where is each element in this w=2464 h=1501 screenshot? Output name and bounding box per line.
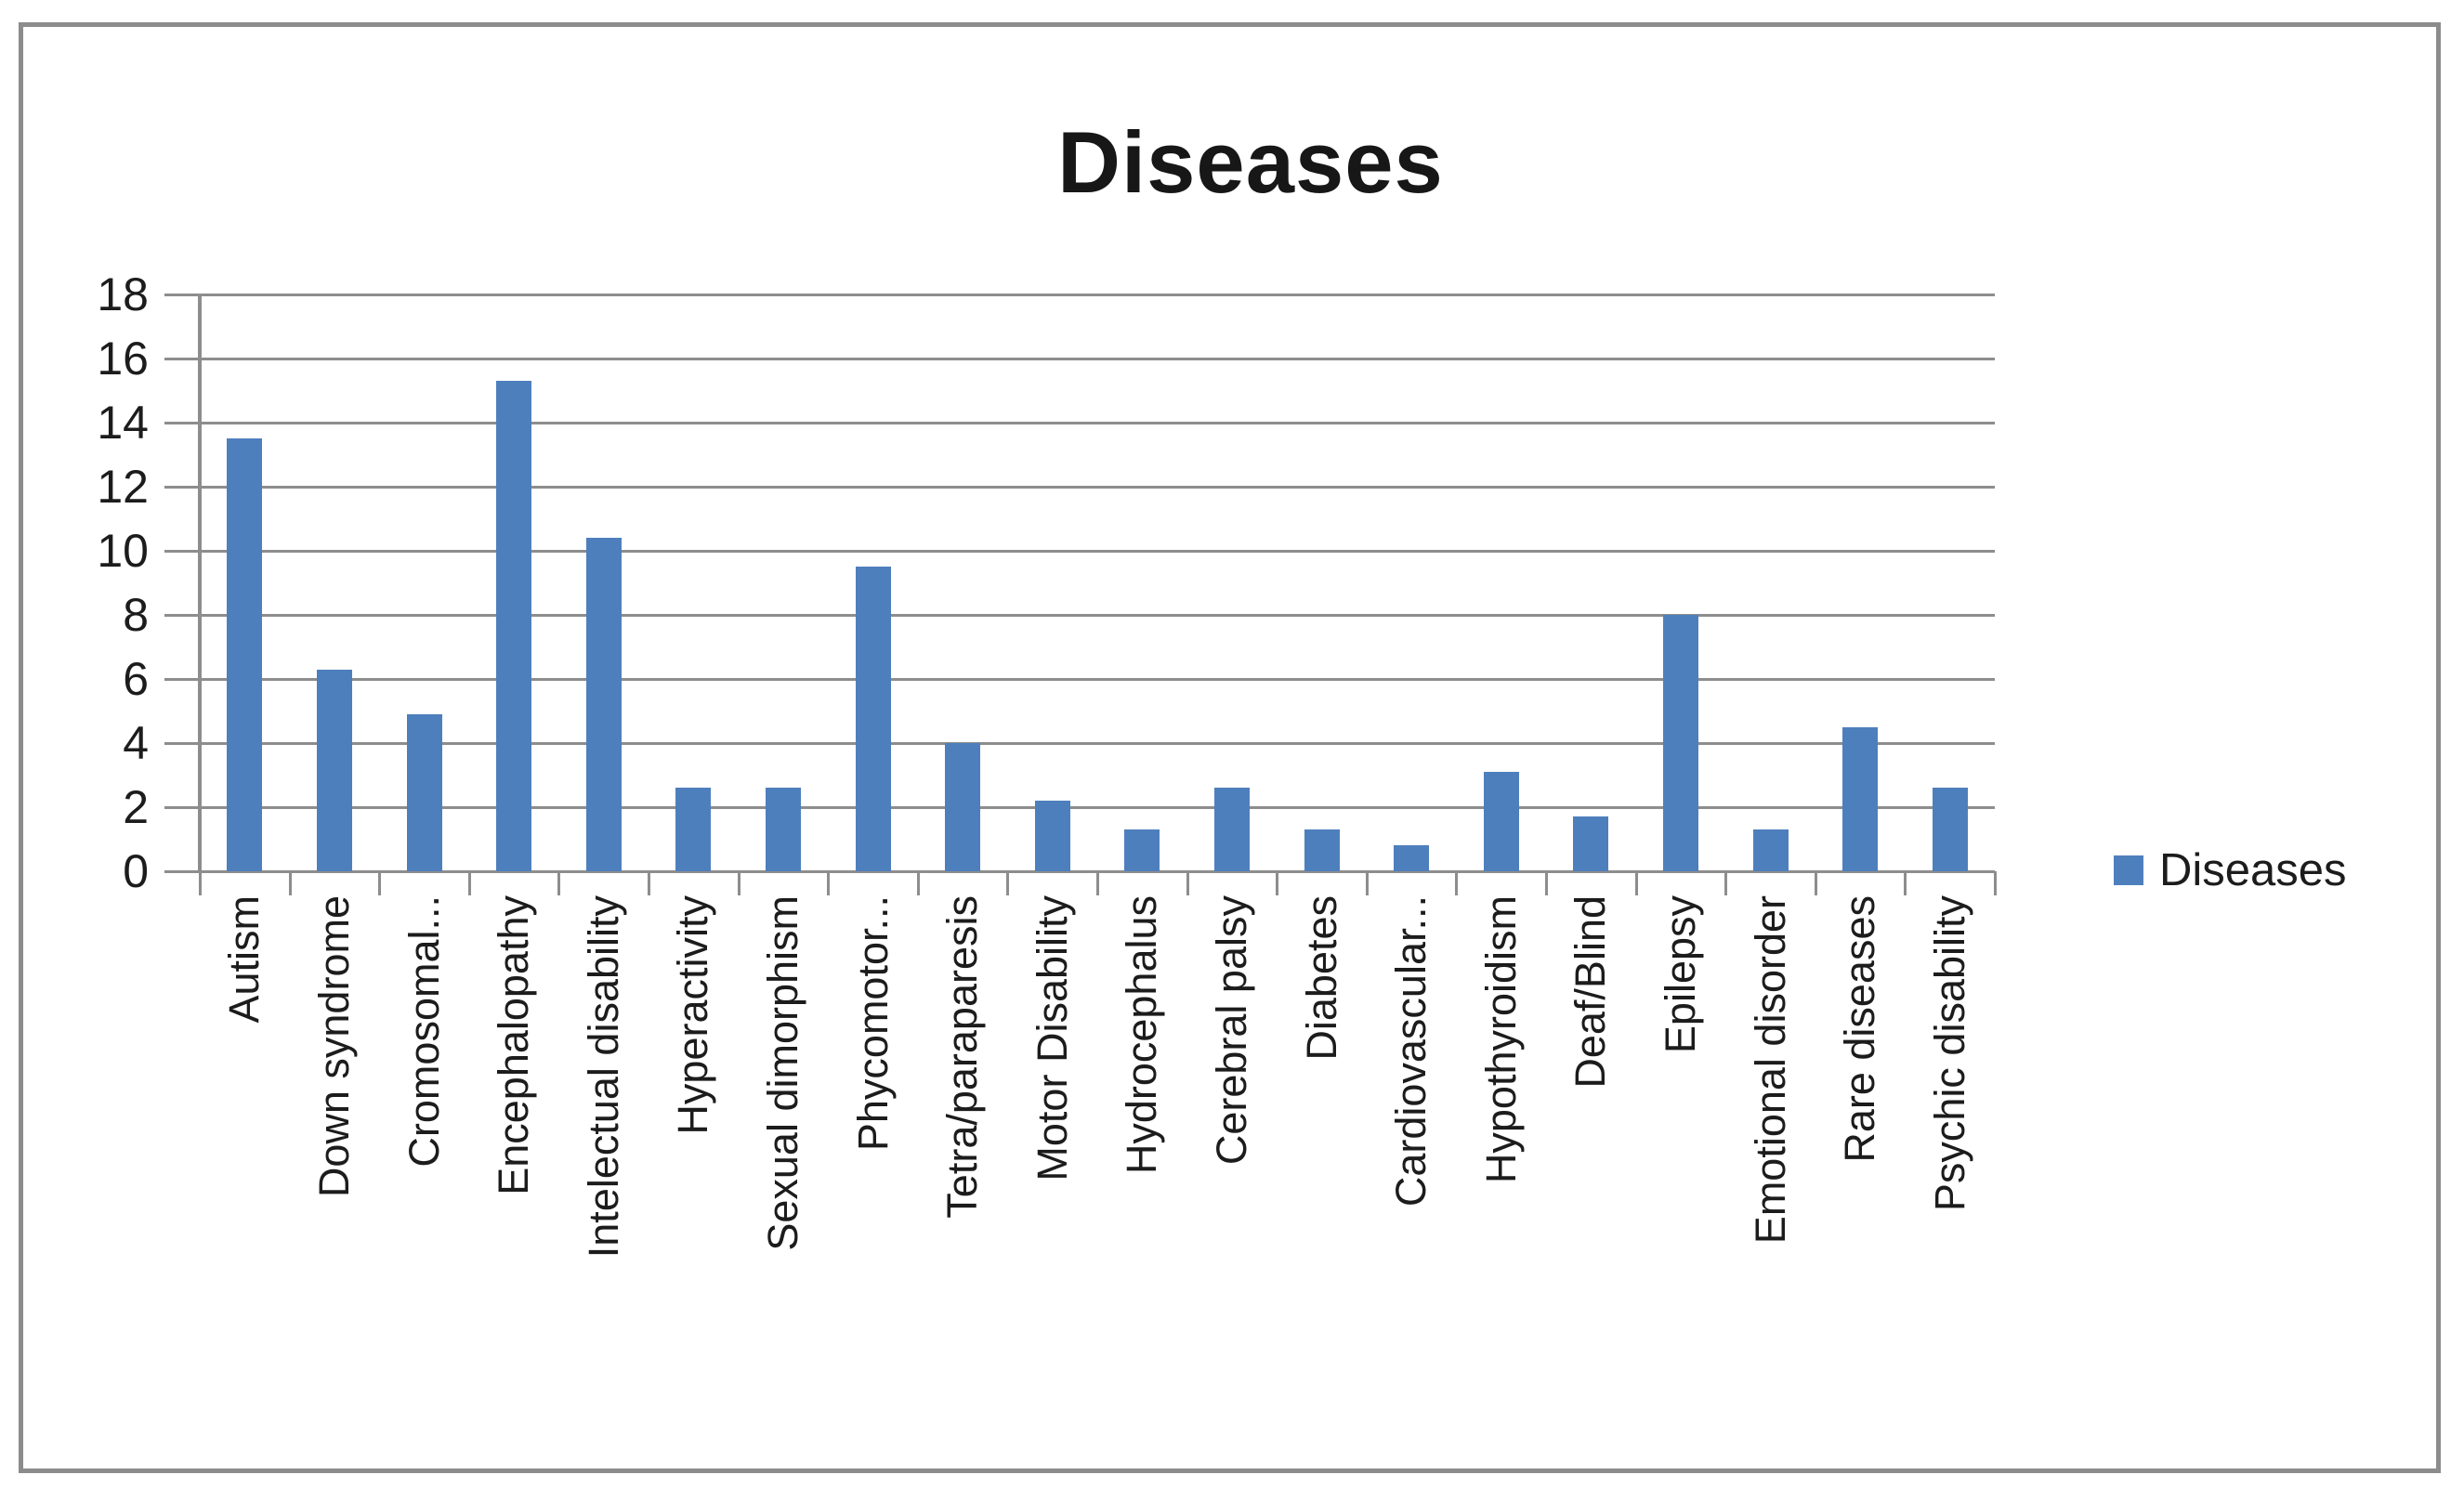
x-axis-category-label: Psychic disability (1925, 895, 1973, 1212)
bar-encephalopathy (496, 381, 532, 871)
gridline (200, 486, 1995, 489)
x-axis-category-label: Down syndrome (309, 895, 358, 1198)
x-axis-tick (648, 871, 650, 895)
y-axis-tick (164, 550, 200, 553)
gridline (200, 294, 1995, 296)
x-axis-category-label: Hyperactivity (669, 895, 717, 1135)
bar-hypothyroidism (1483, 772, 1519, 871)
x-axis-tick (827, 871, 831, 895)
x-axis-tick (378, 871, 382, 895)
y-axis-tick (164, 614, 200, 617)
y-axis-tick-label: 16 (97, 333, 149, 385)
bar-rare-diseases (1842, 727, 1879, 871)
x-axis-category-label: Rare diseases (1836, 895, 1884, 1163)
x-axis-category-label: Phycomotor... (848, 895, 897, 1152)
y-axis-tick-label: 18 (97, 268, 149, 320)
legend-label: Diseases (2159, 845, 2347, 895)
x-axis-category-label: Diabetes (1297, 895, 1345, 1061)
bar-tetra-paraparesis (945, 743, 981, 871)
x-axis-tick (1276, 871, 1279, 895)
x-axis-tick (467, 871, 471, 895)
x-axis-tick (1904, 871, 1907, 895)
x-axis-tick (1545, 871, 1548, 895)
x-axis-category-label: Epilepsy (1656, 895, 1704, 1054)
x-axis-tick (557, 871, 561, 895)
bar-deaf-blind (1573, 816, 1609, 871)
x-axis-tick (1455, 871, 1459, 895)
bar-motor-disability (1034, 801, 1070, 871)
bar-intelectual-disability (585, 538, 622, 871)
x-axis-category-label: Encephalopathy (490, 895, 538, 1195)
legend-color-swatch (2114, 855, 2143, 885)
bar-cardiovascular (1394, 845, 1430, 871)
y-axis-tick (164, 742, 200, 745)
y-axis-tick-label: 4 (123, 717, 149, 769)
x-axis-category-label: Deaf/Blind (1566, 895, 1615, 1089)
bar-hydrocephalus (1124, 829, 1160, 871)
y-axis-tick-label: 8 (123, 589, 149, 641)
x-axis-tick (199, 871, 202, 895)
x-axis-category-label: Sexual dimorphism (758, 895, 806, 1251)
x-axis-category-label: Cromosomal... (400, 895, 448, 1168)
x-axis-category-label: Emotional disorder (1746, 895, 1794, 1245)
bar-hyperactivity (675, 788, 712, 871)
bar-autism (227, 438, 263, 871)
gridline (200, 422, 1995, 424)
gridline (200, 614, 1995, 617)
y-axis-tick-label: 0 (123, 845, 149, 897)
y-axis-tick-label: 2 (123, 781, 149, 833)
x-axis-tick (916, 871, 920, 895)
x-axis-category-label: Cerebral palsy (1207, 895, 1255, 1166)
gridline (200, 742, 1995, 745)
y-axis-tick-label: 14 (97, 397, 149, 449)
chart-frame: Diseases 18 16 14 12 10 8 6 4 2 0 Autism Down synd… (19, 22, 2441, 1473)
y-axis-tick (164, 806, 200, 809)
bar-diabetes (1304, 829, 1340, 871)
x-axis-category-label: Motor Disability (1028, 895, 1076, 1181)
x-axis-tick (1724, 871, 1728, 895)
x-axis-category-label: Cardiovascular... (1387, 895, 1435, 1207)
x-axis-category-label: Autism (220, 895, 269, 1024)
y-axis-tick (164, 486, 200, 489)
bar-psychic-disability (1932, 788, 1968, 871)
bar-cerebral-palsy (1213, 788, 1250, 871)
x-axis-tick (1006, 871, 1010, 895)
y-axis-line (198, 294, 202, 873)
x-axis-category-label: Hydrocephalus (1118, 895, 1166, 1175)
x-axis-tick (1814, 871, 1817, 895)
x-axis-category-label: Intelectual disability (579, 895, 627, 1259)
x-axis-tick (737, 871, 741, 895)
gridline (200, 550, 1995, 553)
bar-phycomotor (855, 567, 891, 871)
x-axis-category-label: Hypothyroidism (1476, 895, 1525, 1184)
y-axis-tick-label: 6 (123, 653, 149, 705)
bar-down-syndrome (316, 670, 352, 871)
x-axis-tick (1096, 871, 1099, 895)
y-axis-tick (164, 358, 200, 360)
y-axis-tick-label: 10 (97, 525, 149, 577)
x-axis-tick (1994, 871, 1997, 895)
chart-title: Diseases (1057, 113, 1444, 211)
bar-sexual-dimorphism (765, 788, 801, 871)
x-axis-tick (288, 871, 292, 895)
x-axis-tick (1186, 871, 1189, 895)
bar-emotional-disorder (1752, 829, 1789, 871)
x-axis-tick (1634, 871, 1638, 895)
gridline (200, 358, 1995, 360)
gridline (200, 806, 1995, 809)
legend: Diseases (2114, 846, 2347, 894)
y-axis-tick (164, 294, 200, 296)
x-axis-category-label: Tetra/paraparesis (938, 895, 987, 1219)
y-axis-tick (164, 678, 200, 681)
x-axis-tick (1365, 871, 1369, 895)
bar-epilepsy (1662, 615, 1698, 871)
bar-cromosomal (406, 714, 442, 871)
gridline (200, 678, 1995, 681)
y-axis-tick (164, 870, 200, 873)
y-axis-tick (164, 422, 200, 424)
y-axis-tick-label: 12 (97, 461, 149, 513)
